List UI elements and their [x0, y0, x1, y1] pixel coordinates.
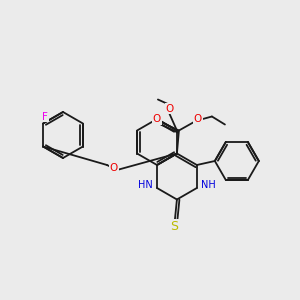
Text: F: F — [42, 112, 48, 122]
Text: O: O — [153, 115, 161, 124]
Text: NH: NH — [201, 180, 216, 190]
Text: O: O — [166, 103, 174, 113]
Text: S: S — [170, 220, 178, 233]
Text: O: O — [110, 163, 118, 173]
Text: HN: HN — [138, 180, 153, 190]
Text: O: O — [194, 115, 202, 124]
